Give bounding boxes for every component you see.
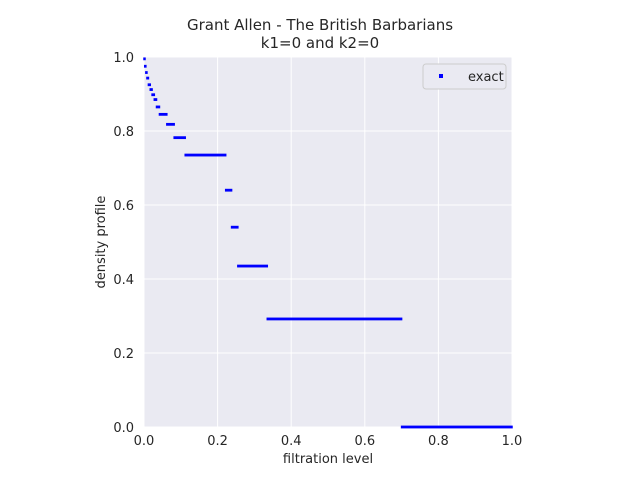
legend-marker	[439, 74, 443, 78]
data-point-run	[230, 225, 239, 229]
x-tick-label: 0.2	[207, 434, 228, 449]
y-axis-label: density profile	[94, 196, 109, 289]
x-axis-label: filtration level	[283, 452, 373, 467]
x-tick-label: 0.4	[281, 434, 302, 449]
data-point-run	[224, 188, 233, 192]
x-tick-label: 0.8	[428, 434, 449, 449]
data-point-run	[145, 71, 148, 74]
data-point-run	[155, 105, 161, 109]
y-tick-label: 0.4	[113, 273, 134, 288]
data-point-run	[151, 93, 156, 97]
y-tick-label: 0.8	[113, 125, 134, 140]
data-point-run	[400, 425, 513, 429]
x-tick-label: 0.0	[134, 434, 155, 449]
data-point-run	[146, 76, 150, 80]
y-tick-label: 1.0	[113, 51, 134, 66]
y-tick-label: 0.2	[113, 347, 134, 362]
data-point-run	[173, 136, 186, 140]
x-tick-labels: 0.0 0.2 0.4 0.6 0.8 1.0	[134, 434, 523, 449]
data-point-run	[158, 112, 168, 116]
data-point-run	[166, 122, 175, 126]
data-point-run	[184, 153, 227, 157]
x-tick-label: 0.6	[354, 434, 375, 449]
legend: exact	[422, 63, 507, 90]
data-point-run	[237, 264, 269, 268]
data-point-run	[149, 88, 153, 91]
chart-subtitle: k1=0 and k2=0	[260, 34, 380, 52]
chart-title: Grant Allen - The British Barbarians	[186, 16, 454, 34]
y-tick-labels: 0.0 0.2 0.4 0.6 0.8 1.0	[113, 51, 134, 436]
data-point-run	[153, 98, 158, 101]
y-tick-label: 0.0	[113, 421, 134, 436]
data-point-run	[143, 57, 146, 61]
data-point-run	[147, 83, 152, 87]
data-marks	[143, 57, 513, 429]
plot-area	[144, 57, 512, 427]
y-tick-label: 0.6	[113, 199, 134, 214]
data-point-run	[266, 317, 403, 321]
data-point-run	[143, 64, 147, 68]
legend-label-exact: exact	[468, 70, 504, 85]
legend-box	[422, 63, 507, 90]
x-tick-label: 1.0	[502, 434, 523, 449]
